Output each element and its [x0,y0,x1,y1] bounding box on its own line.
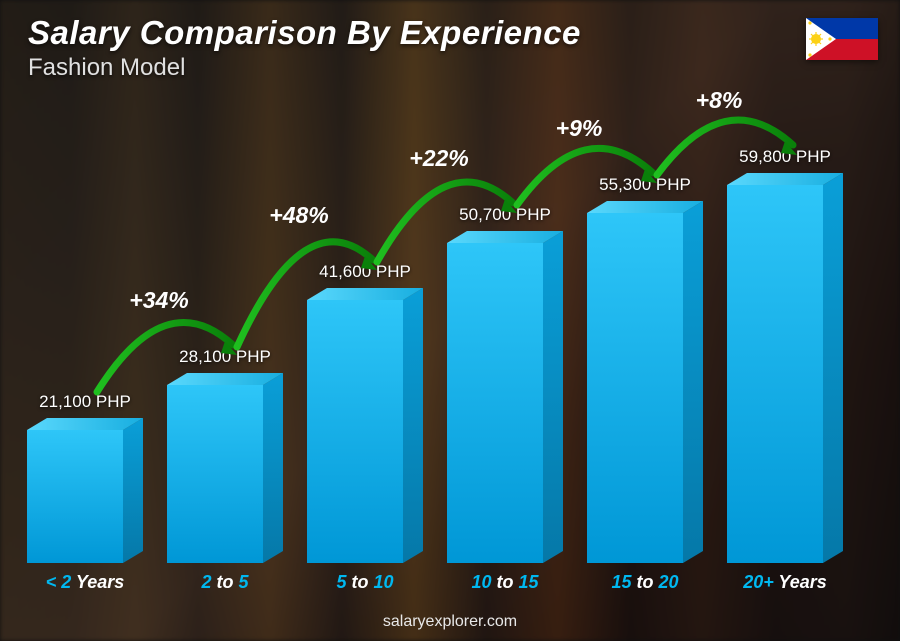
bar-category-label: < 2 Years [20,572,150,593]
philippines-flag-icon [806,18,878,60]
increase-pct-badge: +34% [122,283,196,317]
bar [27,418,143,563]
bar-category-label: 15 to 20 [580,572,710,593]
title-block: Salary Comparison By Experience Fashion … [28,14,581,82]
chart-title: Salary Comparison By Experience [28,14,581,52]
footer-attribution: salaryexplorer.com [0,613,900,631]
increase-pct-badge: +8% [682,83,756,117]
bar-category-label: 10 to 15 [440,572,570,593]
bar-category-label: 2 to 5 [160,572,290,593]
increase-pct-badge: +48% [262,198,336,232]
bar-category-label: 20+ Years [720,572,850,593]
increase-pct-badge: +9% [542,111,616,145]
content-layer: Salary Comparison By Experience Fashion … [0,0,900,641]
bar-chart: < 2 Years21,100 PHP 2 to 528,100 PHP [20,73,860,593]
bar [727,173,843,563]
bar [587,201,703,563]
bar-category-label: 5 to 10 [300,572,430,593]
increase-pct-badge: +22% [402,141,476,175]
